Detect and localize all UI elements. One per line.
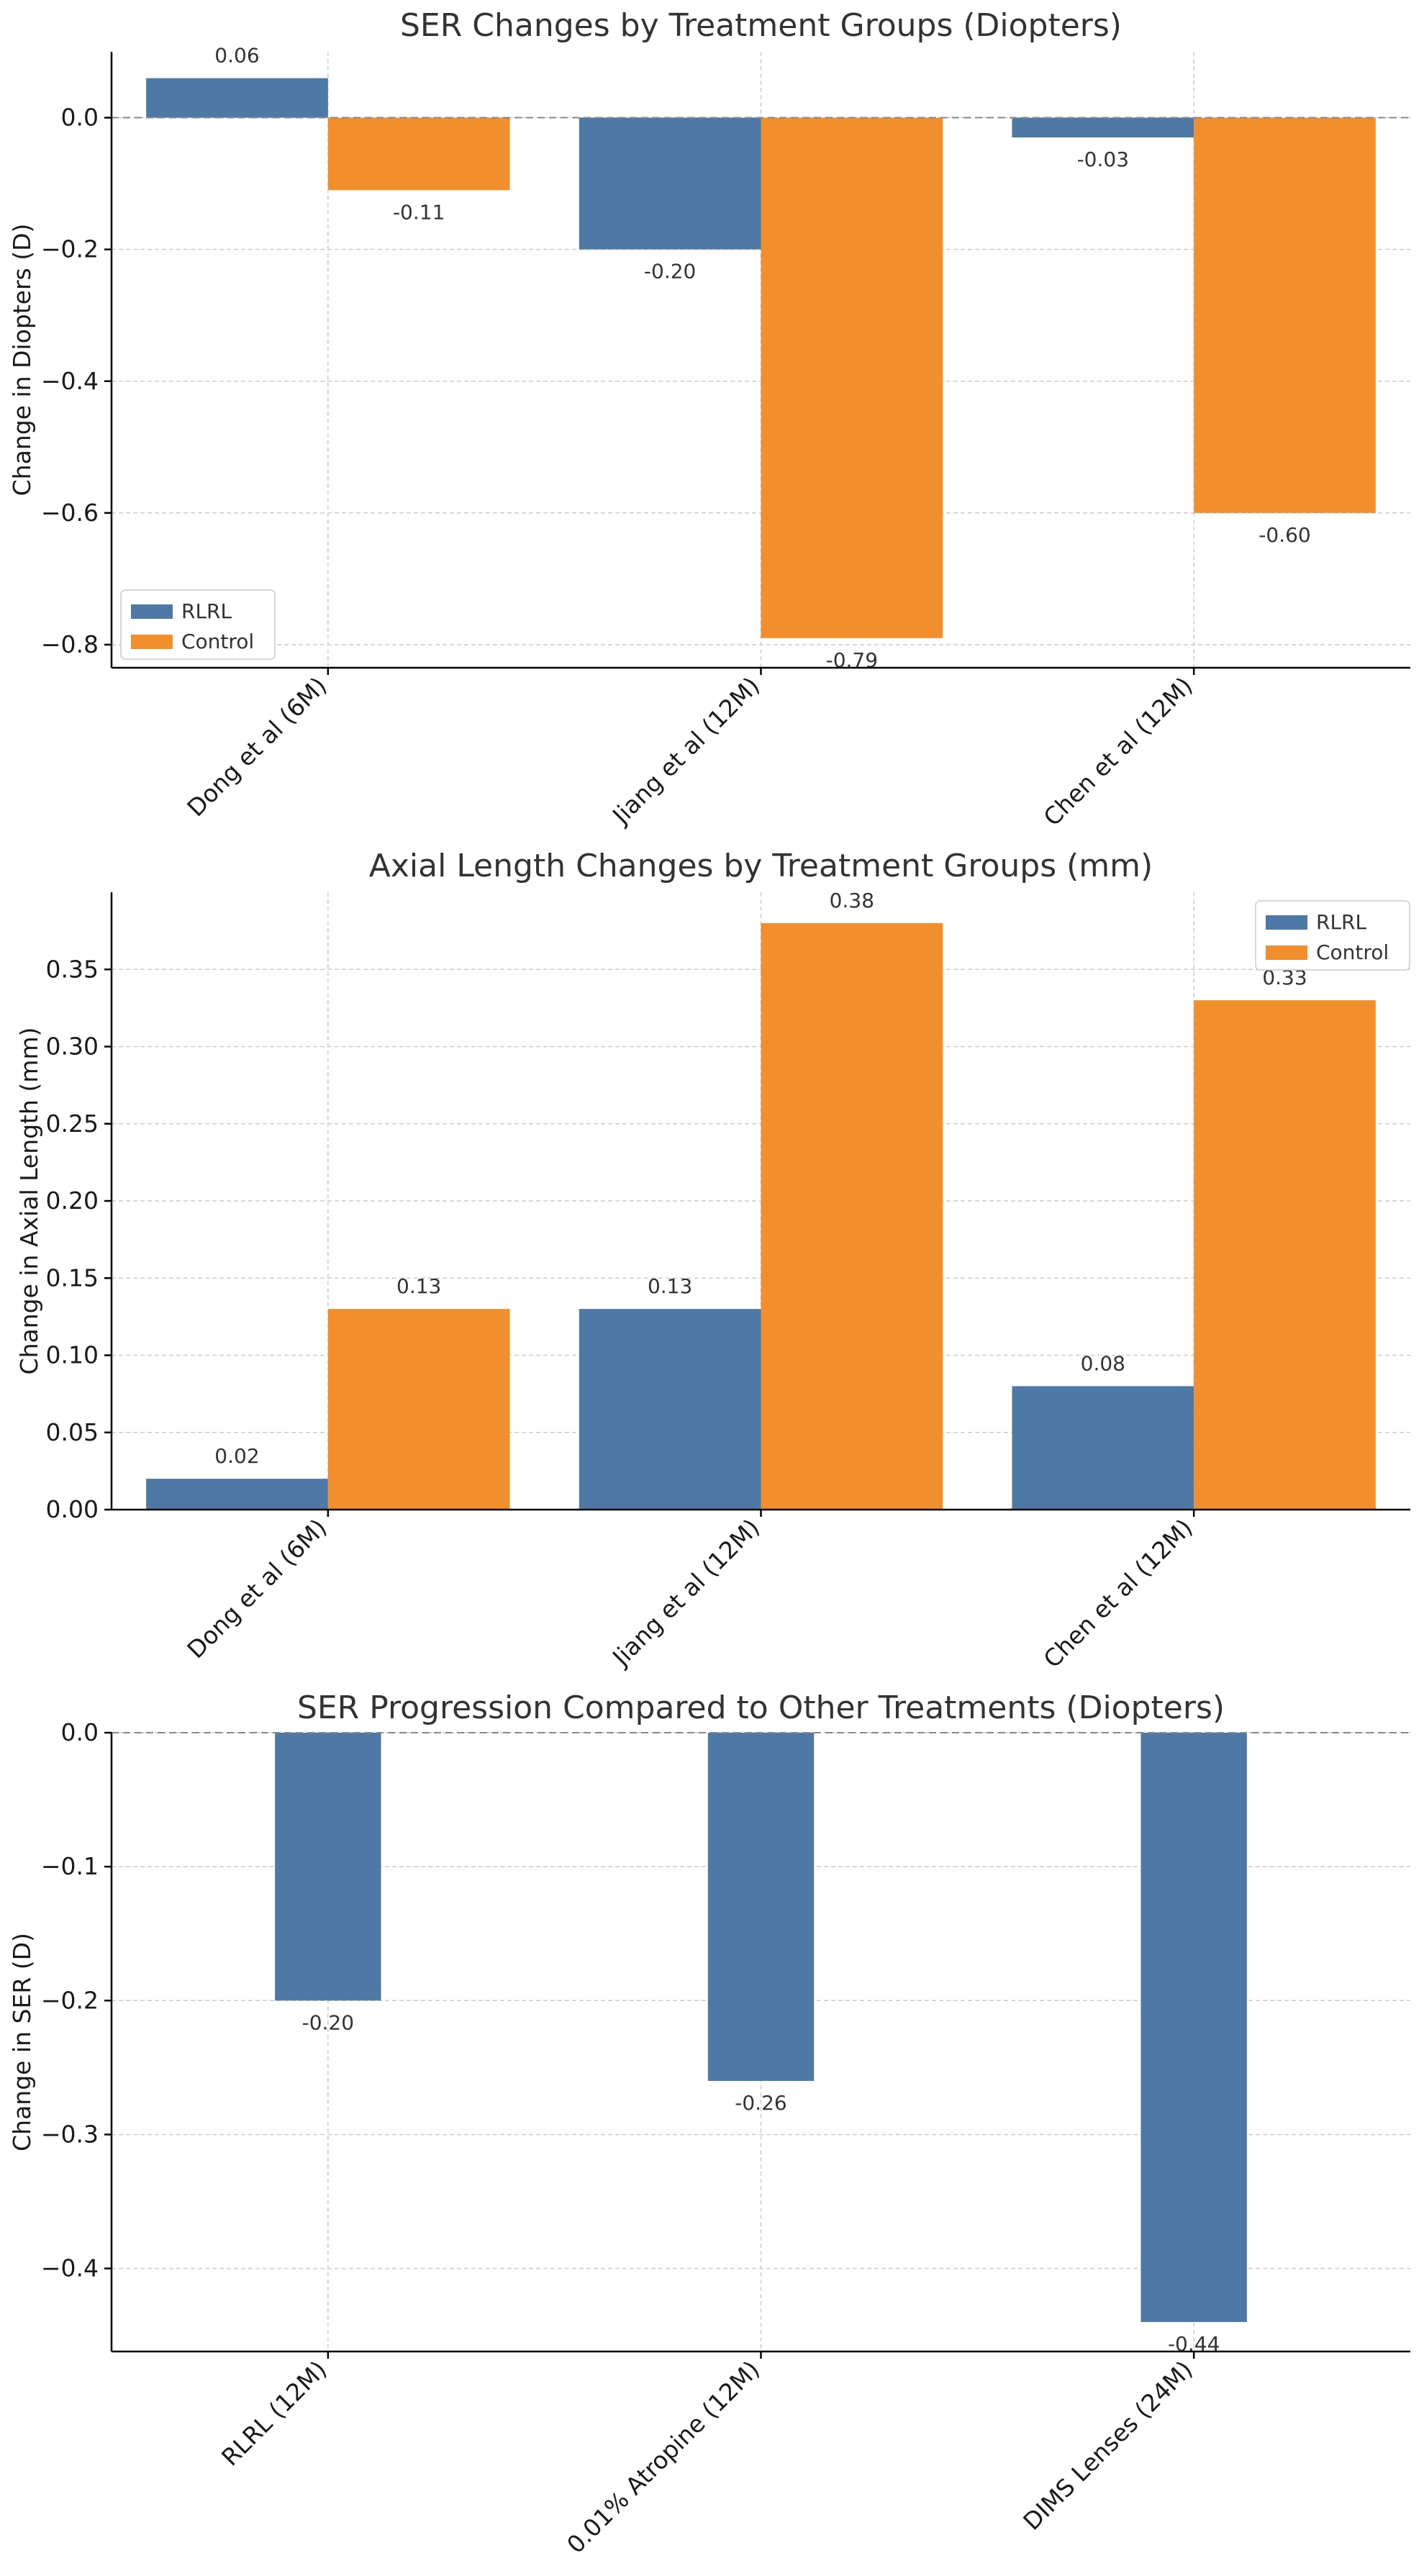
y-axis-label: Change in Axial Length (mm) [15, 1028, 43, 1375]
legend: RLRL Control [120, 589, 276, 660]
y-tick-label: 0.10 [46, 1341, 99, 1369]
x-tick-label: Jiang et al (12M) [606, 1513, 765, 1672]
y-tick-label: −0.2 [41, 1986, 99, 2014]
bar-rlrl [146, 78, 328, 118]
x-tick-label: Dong et al (6M) [181, 1513, 332, 1664]
legend-label: RLRL [1316, 910, 1367, 934]
bar-control [761, 922, 943, 1510]
y-tick-label: 0.0 [61, 1718, 99, 1746]
chart-title: Axial Length Changes by Treatment Groups… [369, 848, 1153, 884]
y-tick-label: 0.0 [61, 104, 99, 132]
x-tick-label: Chen et al (12M) [1038, 1513, 1197, 1673]
y-tick-label: 0.25 [46, 1110, 99, 1138]
data-label: -0.20 [302, 2010, 354, 2034]
y-tick-label: −0.2 [41, 235, 99, 263]
bar-rlrl [1012, 117, 1194, 138]
y-tick-label: −0.1 [41, 1852, 99, 1880]
x-tick-label: Chen et al (12M) [1038, 671, 1197, 831]
x-tick-label: 0.01% Atropine (12M) [561, 2355, 765, 2559]
y-axis-label: Change in Diopters (D) [8, 224, 36, 496]
bar-rlrl [1012, 1386, 1194, 1510]
chart-1: SER Changes by Treatment Groups (Diopter… [8, 7, 1410, 831]
bar-control [1194, 1000, 1376, 1510]
y-tick-label: 0.35 [46, 955, 99, 983]
legend-label: RLRL [181, 599, 232, 623]
bar-rlrl [579, 117, 761, 250]
bar-ser-change [707, 1733, 815, 2081]
y-tick-label: −0.4 [41, 2254, 99, 2282]
x-tick-label: Jiang et al (12M) [606, 671, 765, 830]
y-tick-label: 0.30 [46, 1033, 99, 1061]
data-label: 0.02 [214, 1444, 259, 1468]
bar-ser-change [275, 1733, 381, 2001]
y-axis-label: Change in SER (D) [8, 1933, 36, 2151]
legend-swatch [131, 635, 173, 649]
y-tick-label: −0.6 [41, 499, 99, 527]
chart-2: Axial Length Changes by Treatment Groups… [15, 848, 1410, 1673]
bar-control [1194, 117, 1376, 513]
x-tick-label: DIMS Lenses (24M) [1017, 2355, 1198, 2536]
legend-swatch [1266, 945, 1307, 960]
x-tick-label: Dong et al (6M) [181, 671, 332, 822]
data-label: 0.13 [396, 1274, 441, 1298]
y-tick-label: 0.00 [46, 1495, 99, 1523]
y-tick-label: −0.4 [41, 367, 99, 395]
bar-control [761, 117, 943, 638]
bar-control [327, 1309, 510, 1510]
x-tick-label: RLRL (12M) [216, 2355, 332, 2471]
y-tick-label: −0.3 [41, 2120, 99, 2148]
bar-control [327, 117, 510, 191]
data-label: 0.13 [648, 1274, 692, 1298]
data-label: -0.60 [1259, 523, 1310, 547]
bar-rlrl [579, 1309, 761, 1510]
data-label: 0.38 [830, 889, 874, 912]
chart-title: SER Progression Compared to Other Treatm… [297, 1690, 1225, 1726]
data-label: -0.03 [1077, 148, 1129, 171]
chart-3: SER Progression Compared to Other Treatm… [8, 1690, 1410, 2559]
data-label: -0.20 [644, 260, 696, 284]
data-label: 0.08 [1081, 1351, 1125, 1375]
y-tick-label: 0.15 [46, 1264, 99, 1292]
data-label: -0.26 [735, 2091, 786, 2115]
legend: RLRL Control [1255, 900, 1410, 971]
data-label: 0.06 [214, 44, 259, 68]
data-label: -0.11 [393, 200, 445, 224]
y-tick-label: 0.20 [46, 1187, 99, 1215]
legend-label: Control [1316, 940, 1389, 964]
chart-title: SER Changes by Treatment Groups (Diopter… [400, 7, 1122, 44]
legend-swatch [131, 604, 173, 619]
legend-swatch [1266, 915, 1307, 930]
legend-label: Control [181, 630, 254, 653]
y-tick-label: −0.8 [41, 630, 99, 658]
bar-ser-change [1140, 1733, 1247, 2323]
y-tick-label: 0.05 [46, 1418, 99, 1446]
bar-rlrl [146, 1479, 328, 1510]
